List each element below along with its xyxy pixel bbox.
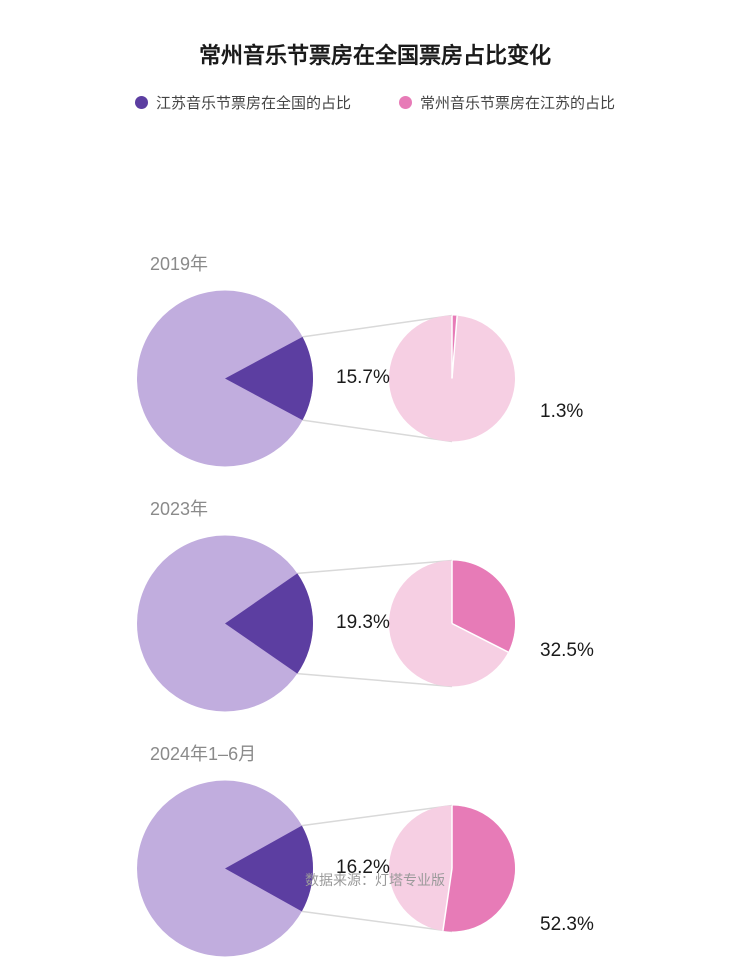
legend-label-jiangsu: 江苏音乐节票房在全国的占比: [156, 92, 351, 113]
big-value-label: 19.3%: [336, 612, 390, 634]
chart-rows: 2019年15.7%1.3%2023年19.3%32.5%2024年1–6月16…: [0, 238, 750, 973]
row-svg: [0, 728, 750, 973]
small-pie-slice: [443, 806, 515, 932]
chart-row: 2023年19.3%32.5%: [0, 483, 750, 728]
small-value-label: 32.5%: [540, 640, 594, 662]
small-value-label: 1.3%: [540, 401, 583, 423]
legend-label-changzhou: 常州音乐节票房在江苏的占比: [420, 92, 615, 113]
row-svg: [0, 483, 750, 728]
big-value-label: 15.7%: [336, 367, 390, 389]
chart-row: 2019年15.7%1.3%: [0, 238, 750, 483]
legend-item-changzhou: 常州音乐节票房在江苏的占比: [399, 92, 615, 113]
legend-swatch-changzhou: [399, 96, 412, 109]
small-value-label: 52.3%: [540, 914, 594, 936]
page-title: 常州音乐节票房在全国票房占比变化: [0, 0, 750, 70]
chart-row: 2024年1–6月16.2%52.3%: [0, 728, 750, 973]
legend-swatch-jiangsu: [135, 96, 148, 109]
legend: 江苏音乐节票房在全国的占比 常州音乐节票房在江苏的占比: [0, 92, 750, 113]
row-svg: [0, 238, 750, 483]
data-source: 数据来源：灯塔专业版: [0, 870, 750, 890]
legend-item-jiangsu: 江苏音乐节票房在全国的占比: [135, 92, 351, 113]
